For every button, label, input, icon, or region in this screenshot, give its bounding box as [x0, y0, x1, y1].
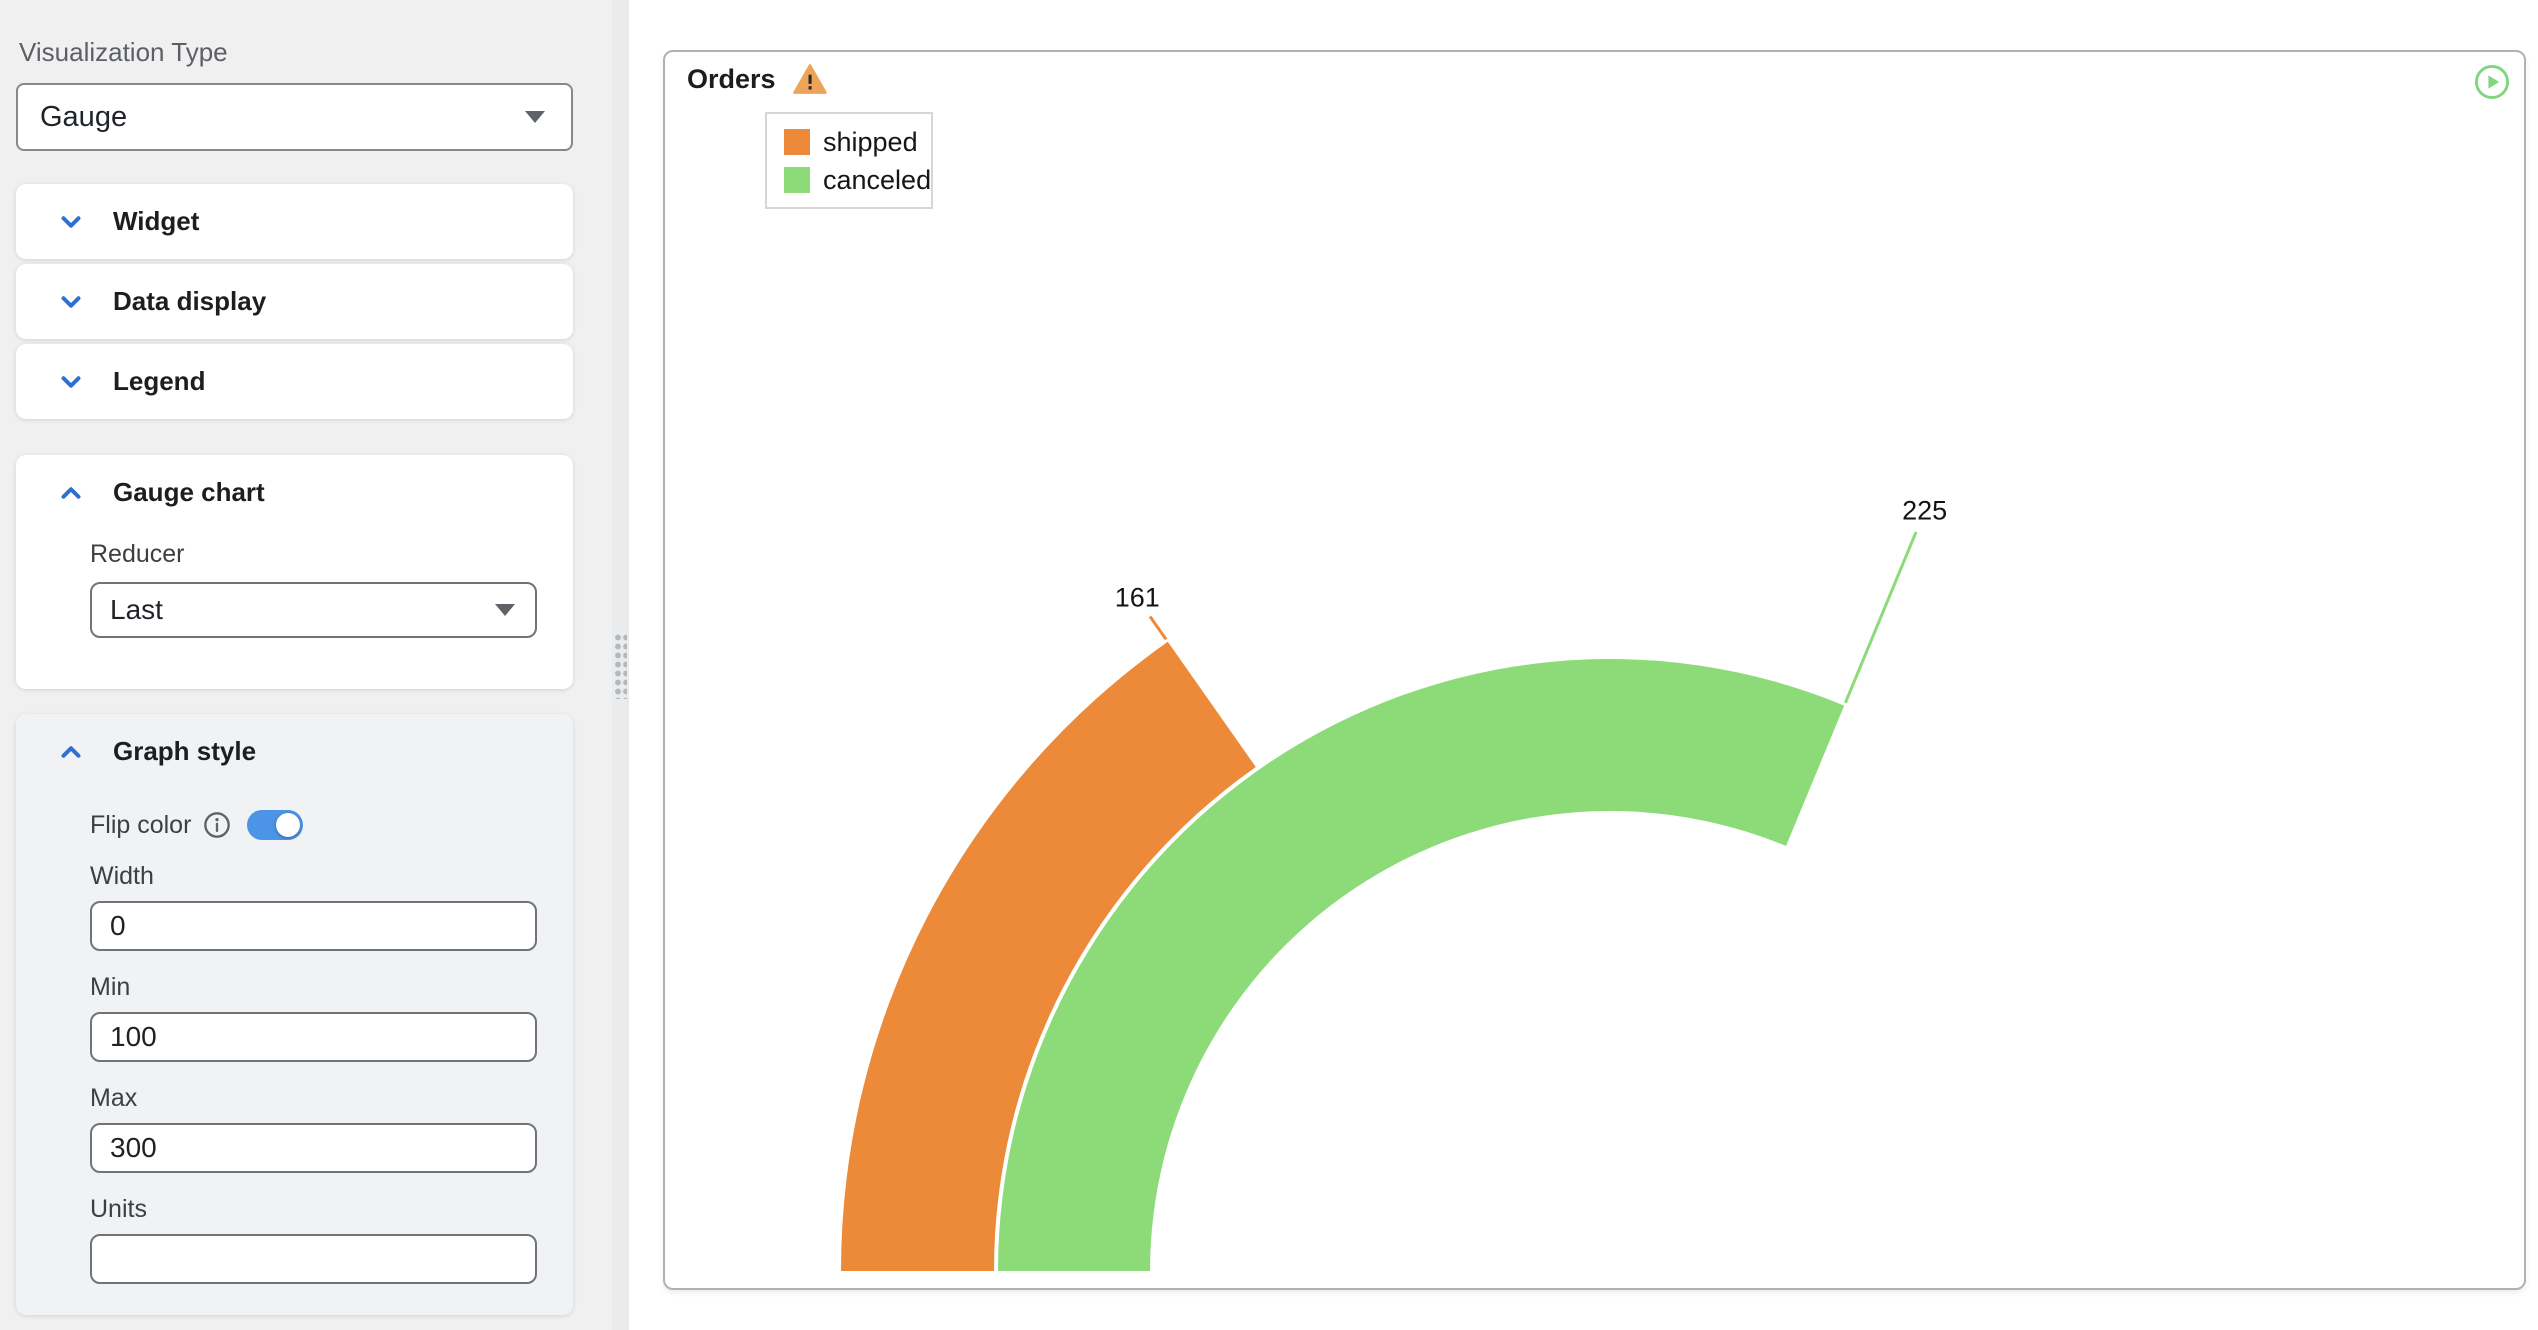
section-graph-style-label: Graph style — [113, 736, 257, 766]
flip-color-toggle[interactable] — [247, 810, 304, 840]
reducer-value: Last — [110, 594, 163, 625]
panel-title: Orders — [687, 63, 776, 94]
min-label: Min — [90, 973, 131, 1001]
caret-down-icon — [525, 111, 545, 123]
section-data-display-label: Data display — [113, 286, 267, 316]
section-graph-style-header[interactable]: Graph style — [16, 714, 573, 789]
panel-header: Orders — [687, 62, 828, 96]
chevron-up-icon — [61, 745, 81, 758]
drag-grip-icon — [614, 633, 627, 699]
visualization-type-label: Visualization Type — [19, 37, 228, 67]
section-gauge-chart: Gauge chart Reducer Last — [16, 455, 573, 689]
section-gauge-chart-label: Gauge chart — [113, 477, 265, 507]
warning-icon[interactable] — [792, 62, 828, 96]
play-circle-icon — [2474, 64, 2510, 100]
gauge-leader-line — [1148, 615, 1168, 641]
legend-item-shipped[interactable]: shipped — [784, 123, 931, 161]
gauge-arc-canceled[interactable] — [998, 659, 1845, 1271]
section-widget-label: Widget — [113, 206, 200, 236]
section-legend-label: Legend — [113, 366, 206, 396]
gauge-value-label: 225 — [1902, 496, 1947, 526]
legend-label: canceled — [823, 164, 932, 195]
max-input[interactable] — [90, 1123, 537, 1173]
chevron-down-icon — [61, 215, 81, 228]
width-label: Width — [90, 862, 154, 890]
visualization-type-select[interactable]: Gauge — [16, 83, 573, 151]
run-query-button[interactable] — [2474, 64, 2510, 100]
flip-color-label: Flip color — [90, 810, 192, 839]
units-label: Units — [90, 1195, 147, 1223]
orders-panel: Orders shipped canceled 161 225 — [663, 50, 2526, 1290]
info-icon[interactable] — [203, 811, 231, 839]
toggle-thumb — [276, 813, 301, 837]
legend-swatch — [784, 129, 810, 155]
chevron-down-icon — [61, 295, 81, 308]
section-widget: Widget — [16, 184, 573, 259]
units-input[interactable] — [90, 1234, 537, 1284]
section-gauge-chart-header[interactable]: Gauge chart — [16, 455, 573, 530]
gauge-arc-shipped[interactable] — [841, 641, 1256, 1271]
gauge-chart: 161 225 — [841, 496, 1947, 1271]
reducer-label: Reducer — [90, 540, 185, 568]
main-content: Orders shipped canceled 161 225 — [629, 0, 2538, 1330]
chart-legend: shipped canceled — [765, 112, 933, 209]
max-label: Max — [90, 1084, 138, 1112]
chevron-up-icon — [61, 486, 81, 499]
gauge-leader-line — [1844, 531, 1918, 704]
section-widget-header[interactable]: Widget — [16, 184, 573, 259]
gauge-value-label: 161 — [1115, 583, 1160, 613]
reducer-select[interactable]: Last — [90, 582, 537, 638]
settings-sidebar: Visualization Type Gauge Widget Data dis… — [0, 0, 612, 1330]
chevron-down-icon — [61, 375, 81, 388]
legend-swatch — [784, 167, 810, 193]
section-data-display-header[interactable]: Data display — [16, 264, 573, 339]
legend-label: shipped — [823, 126, 918, 157]
min-input[interactable] — [90, 1012, 537, 1062]
caret-down-icon — [495, 604, 515, 616]
legend-item-canceled[interactable]: canceled — [784, 161, 931, 199]
section-data-display: Data display — [16, 264, 573, 339]
panel-resize-handle[interactable] — [612, 0, 629, 1330]
width-input[interactable] — [90, 901, 537, 951]
visualization-type-value: Gauge — [40, 100, 128, 133]
section-graph-style: Graph style Flip color Width Min Max Un — [16, 714, 573, 1315]
section-legend-header[interactable]: Legend — [16, 344, 573, 419]
section-legend: Legend — [16, 344, 573, 419]
